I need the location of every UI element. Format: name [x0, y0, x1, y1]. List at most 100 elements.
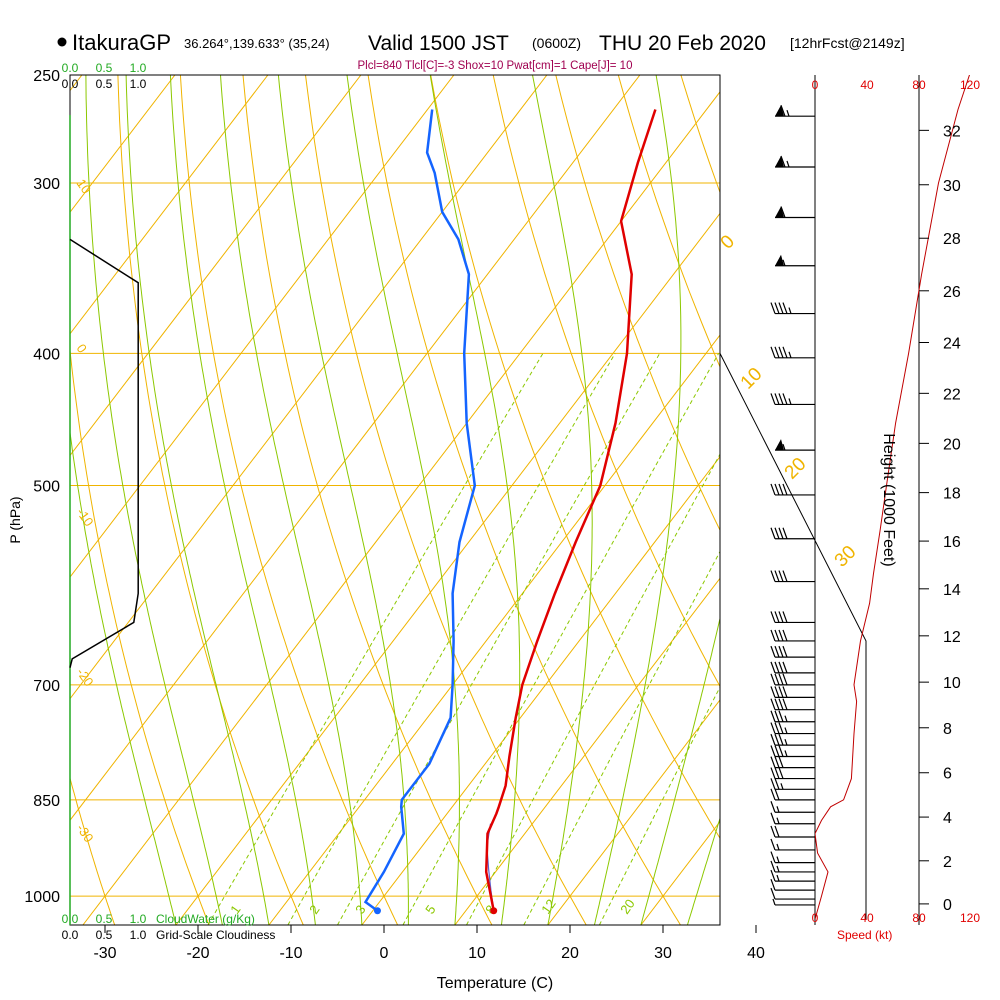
height-tick-label: 4 [943, 810, 952, 827]
wind-barb [770, 745, 815, 758]
wind-barb [770, 860, 815, 873]
wind-barb-pennant [775, 254, 784, 266]
wind-barb-flag [770, 801, 776, 813]
wind-barb-flag [778, 570, 784, 582]
mixing-ratio-line [337, 353, 661, 925]
stability-indices: Plcl=840 Tlcl[C]=-3 Shox=10 Pwat[cm]=1 C… [358, 60, 633, 72]
moist-adiabat-line [85, 75, 223, 925]
height-tick-label: 8 [943, 721, 952, 738]
speed-tick: 40 [860, 78, 874, 92]
wind-barb-flag [778, 686, 784, 698]
wind-barb-flag [782, 611, 788, 623]
pressure-tick-label: 1000 [24, 889, 60, 906]
wind-barb [770, 346, 815, 359]
wind-barb-flag [782, 686, 788, 698]
wind-barb-flag [778, 722, 784, 734]
cloudiness-tick: 1.0 [130, 928, 147, 942]
wind-barb-flag [780, 104, 786, 117]
wind-barb [770, 756, 815, 769]
pressure-tick-label: 500 [33, 479, 60, 496]
wind-barb-flag [770, 851, 776, 863]
height-tick-label: 2 [943, 854, 952, 871]
dry-adiabat-line [617, 75, 720, 369]
cloudiness-label: Grid-Scale Cloudiness [156, 928, 275, 942]
wind-barb-flag [778, 393, 784, 405]
cloudwater-scale-top: 0.0 0.5 1.0 0.0 0.5 1.0 [62, 61, 147, 91]
wind-barb-flag [770, 346, 776, 359]
pressure-tick-label: 250 [33, 68, 60, 85]
wind-barb-flag [782, 661, 788, 674]
wind-barb-flag [782, 645, 788, 658]
dry-adiabat-label: 10 [74, 176, 95, 196]
dry-adiabat-label: -10 [74, 505, 97, 529]
height-tick-label: 14 [943, 582, 961, 599]
speed-tick: 40 [860, 911, 874, 925]
height-tick-label: 10 [943, 675, 961, 692]
wind-barb-flag [770, 710, 776, 722]
wind-barb [770, 812, 815, 825]
cloudwater-tick: 0.0 [62, 61, 79, 75]
wind-barb-flag [782, 673, 788, 686]
wind-barb-half-flag [776, 806, 780, 813]
wind-barb-flag [770, 788, 776, 801]
speed-tick: 0 [812, 78, 819, 92]
wind-barb-flag [770, 686, 776, 698]
wind-barb [775, 155, 815, 168]
moist-adiabat-label: 30 [831, 542, 861, 572]
wind-barb [770, 673, 815, 686]
height-axis-label: Height (1000 Feet) [880, 433, 897, 566]
wind-barb [775, 439, 815, 451]
wind-barb-half-flag [776, 843, 780, 851]
wind-barb-flag [774, 756, 780, 768]
wind-barb-half-flag [788, 398, 792, 405]
wind-barb-flag [770, 838, 776, 851]
wind-barb-flag [770, 869, 776, 882]
forecast-info: [12hrFcst@2149z] [790, 35, 905, 51]
wind-barb [770, 722, 815, 735]
wind-barb-flag [778, 673, 784, 686]
surface-temperature-point [490, 907, 498, 915]
wind-barb-half-flag [784, 738, 788, 746]
wind-barb-flag [782, 527, 788, 539]
wind-barb-flag [770, 745, 776, 757]
moist-adiabat-line [70, 428, 177, 925]
valid-zulu: (0600Z) [532, 35, 581, 51]
pressure-tick-label: 700 [33, 678, 60, 695]
temperature-tick-label: 30 [654, 945, 672, 962]
height-tick-label: 28 [943, 231, 961, 248]
height-tick-label: 18 [943, 486, 961, 503]
speed-tick: 0 [812, 911, 819, 925]
dry-adiabat-line [179, 75, 399, 925]
wind-barb-flag [778, 745, 784, 757]
isotherm-line [70, 75, 362, 457]
dry-adiabat-line [367, 75, 681, 925]
isotherm-line [70, 75, 548, 700]
wind-barb [770, 838, 815, 851]
wind-barb [770, 801, 815, 813]
wind-barb [770, 851, 815, 864]
wind-barb [775, 104, 815, 117]
temperature-tick-label: -10 [279, 945, 302, 962]
wind-barb-flag [782, 346, 788, 359]
mixing-ratio-line [466, 453, 720, 925]
moist-adiabat-line [346, 75, 460, 925]
cloudiness-tick: 0.0 [62, 77, 79, 91]
wind-barb-half-flag [776, 817, 780, 824]
wind-barb-flag [770, 673, 776, 686]
wind-barb [775, 206, 815, 219]
wind-barb [770, 778, 815, 790]
temperature-profile [484, 109, 657, 911]
temperature-tick-label: 0 [380, 945, 389, 962]
wind-barb [770, 570, 815, 583]
wind-barb-flag [774, 393, 780, 405]
wind-barb-flag [774, 483, 780, 496]
speed-label: Speed (kt) [837, 928, 892, 942]
moist-adiabat-line [220, 75, 363, 925]
pressure-tick-label: 300 [33, 176, 60, 193]
height-tick-label: 0 [943, 897, 952, 914]
mixing-ratio-line [523, 550, 720, 925]
wind-barb [770, 629, 815, 642]
wind-barb-flag [774, 527, 780, 539]
wind-barb-half-flag [788, 351, 792, 358]
wind-barb-flag [778, 629, 784, 642]
